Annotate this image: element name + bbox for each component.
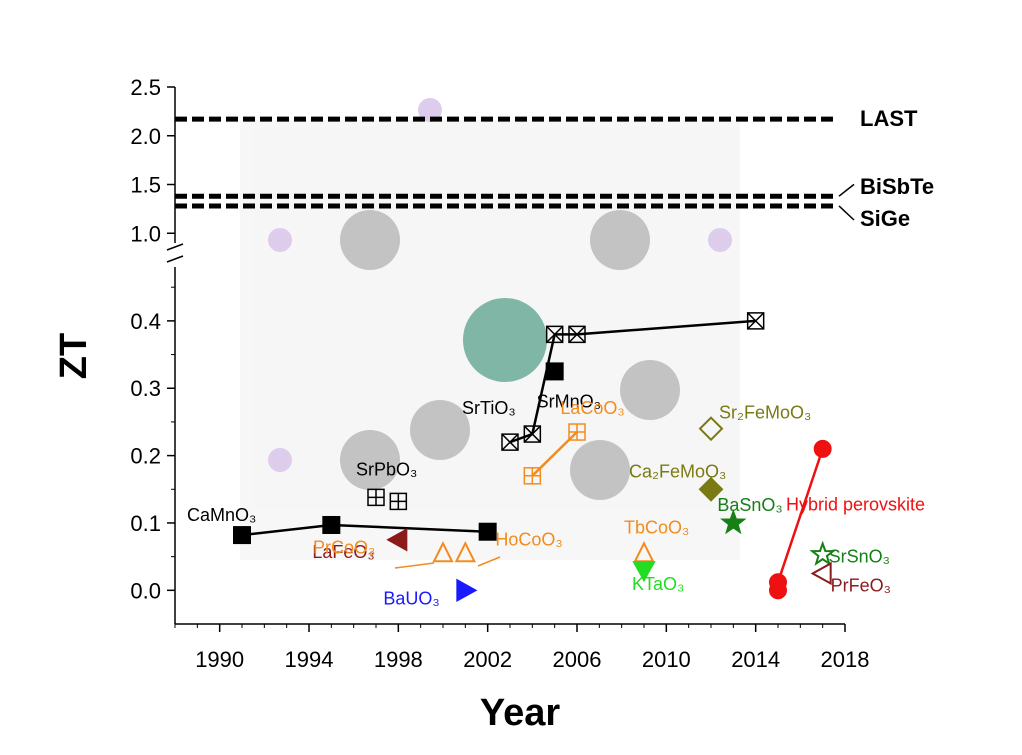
x-axis-title: Year bbox=[480, 692, 561, 734]
y-tick-label: 2.0 bbox=[130, 124, 161, 149]
y-tick-label: 1.5 bbox=[130, 173, 161, 198]
marker-box bbox=[501, 433, 519, 451]
atom bbox=[418, 98, 442, 122]
marker bbox=[367, 488, 385, 507]
marker bbox=[698, 416, 724, 442]
reference-label: LAST bbox=[860, 106, 918, 131]
atom bbox=[708, 228, 732, 252]
x-tick-label: 2002 bbox=[463, 647, 512, 672]
point-label: LaFeO₃ bbox=[312, 542, 374, 562]
y-tick-label: 0.3 bbox=[130, 376, 161, 401]
background-structure bbox=[240, 98, 740, 560]
marker bbox=[632, 561, 656, 583]
x-tick-label: 2018 bbox=[821, 647, 870, 672]
y-axis-title: ZT bbox=[53, 333, 95, 379]
marker bbox=[454, 541, 476, 563]
marker bbox=[501, 433, 519, 451]
axis-break bbox=[166, 255, 184, 263]
x-tick-label: 1998 bbox=[374, 647, 423, 672]
y-tick-label: 2.5 bbox=[130, 75, 161, 100]
point-label: SrMnO₃ bbox=[537, 391, 601, 411]
atom bbox=[268, 228, 292, 252]
center-atom bbox=[463, 298, 547, 382]
point-label: SrPbO₃ bbox=[356, 459, 417, 479]
marker-box bbox=[568, 325, 586, 344]
marker bbox=[545, 325, 564, 344]
point-label: SrSnO₃ bbox=[829, 547, 890, 567]
x-tick-label: 1990 bbox=[195, 647, 244, 672]
marker bbox=[720, 509, 747, 535]
marker bbox=[545, 362, 564, 381]
marker bbox=[568, 325, 586, 344]
reference-label: SiGe bbox=[860, 206, 910, 231]
marker-cross bbox=[523, 425, 541, 443]
marker bbox=[568, 423, 586, 441]
atom bbox=[340, 210, 400, 270]
marker bbox=[386, 528, 408, 552]
marker bbox=[432, 541, 454, 563]
marker-cross bbox=[501, 433, 519, 451]
point-label: Hybrid perovskite bbox=[786, 494, 925, 514]
atom bbox=[268, 448, 292, 472]
axis-break bbox=[166, 243, 184, 251]
point-label: Sr₂FeMoO₃ bbox=[719, 403, 811, 423]
x-tick-label: 2010 bbox=[642, 647, 691, 672]
point-label: HoCoO₃ bbox=[495, 529, 562, 549]
marker bbox=[322, 515, 341, 534]
x-tick-label: 2006 bbox=[553, 647, 602, 672]
marker bbox=[523, 425, 542, 443]
marker-box bbox=[523, 425, 542, 443]
marker bbox=[389, 492, 408, 511]
x-tick-label: 2014 bbox=[731, 647, 780, 672]
atom bbox=[340, 430, 400, 490]
marker bbox=[769, 573, 787, 592]
y-tick-label: 0.0 bbox=[130, 578, 161, 603]
point-label: TbCoO₃ bbox=[624, 517, 689, 537]
y-tick-label: 0.1 bbox=[130, 511, 161, 536]
marker bbox=[456, 578, 478, 603]
marker bbox=[746, 312, 765, 330]
atom bbox=[570, 440, 630, 500]
marker-box bbox=[545, 325, 564, 344]
marker-cross bbox=[546, 325, 564, 343]
point-label: SrTiO₃ bbox=[462, 398, 516, 418]
y-tick-label: 1.0 bbox=[130, 221, 161, 246]
marker bbox=[809, 540, 836, 566]
marker-cross bbox=[568, 325, 586, 343]
marker-cross bbox=[747, 312, 765, 330]
reference-arrow bbox=[838, 183, 855, 197]
marker bbox=[478, 522, 497, 541]
point-label: Ca₂FeMoO₃ bbox=[629, 461, 726, 481]
point-label: LaCoO₃ bbox=[560, 398, 624, 418]
point-label: CaMnO₃ bbox=[187, 505, 256, 525]
reference-label: BiSbTe bbox=[860, 174, 934, 199]
marker bbox=[523, 467, 542, 485]
point-label: PrCoO₃ bbox=[313, 537, 375, 557]
point-label: BaSnO₃ bbox=[717, 495, 782, 515]
x-tick-label: 1994 bbox=[285, 647, 334, 672]
marker-cross bbox=[368, 489, 384, 506]
atom bbox=[410, 400, 470, 460]
label-arrow bbox=[477, 556, 501, 567]
marker bbox=[233, 526, 251, 545]
label-arrow bbox=[394, 562, 435, 569]
y-tick-label: 0.4 bbox=[130, 309, 161, 334]
atom bbox=[590, 210, 650, 270]
marker-cross bbox=[390, 493, 407, 510]
point-label: KTaO₃ bbox=[632, 574, 684, 594]
marker bbox=[813, 439, 832, 458]
point-label: BaUO₃ bbox=[383, 588, 439, 608]
point-label: PrFeO₃ bbox=[831, 575, 891, 595]
marker-box bbox=[746, 312, 765, 330]
series-line bbox=[776, 448, 824, 591]
atom bbox=[620, 360, 680, 420]
marker-cross bbox=[569, 424, 585, 441]
marker-cross bbox=[524, 467, 541, 484]
marker bbox=[698, 476, 724, 502]
marker bbox=[810, 561, 832, 586]
reference-arrow bbox=[838, 205, 855, 221]
y-tick-label: 0.2 bbox=[130, 444, 161, 469]
